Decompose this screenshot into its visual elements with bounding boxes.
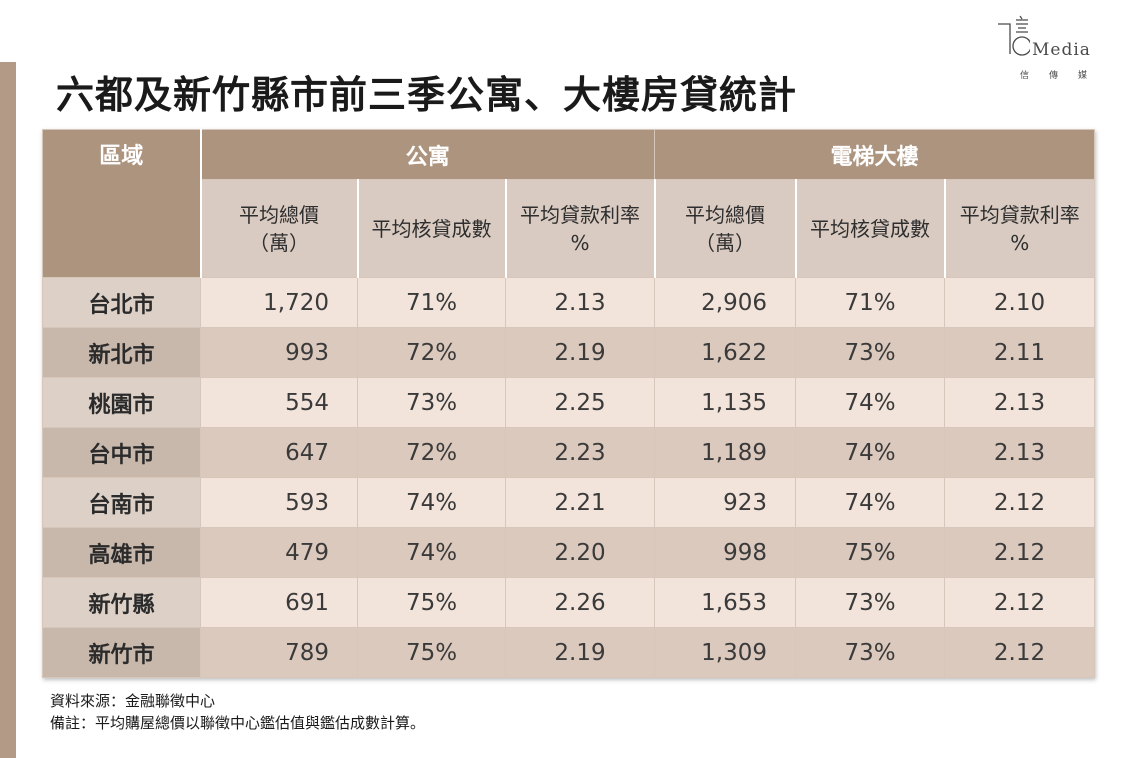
column-header-line: 平均貸款利率: [520, 202, 640, 227]
value-cell: 2.11: [944, 327, 1095, 378]
value-cell: 2.19: [505, 627, 655, 678]
column-header: 平均貸款利率%: [504, 179, 655, 278]
table-body: 台北市 1,720 71% 2.13 2,906 71% 2.10 新北市 993 72% 2.19…: [42, 277, 1095, 678]
source-note: 資料來源：金融聯徵中心: [50, 692, 216, 710]
value-cell: 2.13: [944, 427, 1095, 478]
table-row: 新竹市 789 75% 2.19 1,309 73% 2.12: [42, 627, 1095, 678]
column-header-line: （萬）: [695, 230, 755, 255]
value-cell: 593: [200, 477, 358, 528]
value-cell: 998: [654, 527, 796, 578]
column-header-line: 平均核貸成數: [371, 216, 492, 241]
group-header-elevator-building: 電梯大樓: [654, 129, 1095, 180]
value-cell: 73%: [795, 577, 945, 628]
value-cell: 2.21: [505, 477, 655, 528]
value-cell: 2.19: [505, 327, 655, 378]
value-cell: 479: [200, 527, 358, 578]
value-cell: 75%: [357, 627, 506, 678]
value-cell: 73%: [357, 377, 506, 428]
value-cell: 1,653: [654, 577, 796, 628]
value-cell: 2.12: [944, 577, 1095, 628]
value-cell: 2.12: [944, 477, 1095, 528]
value-cell: 74%: [795, 477, 945, 528]
column-header: 平均核貸成數: [794, 179, 945, 278]
value-cell: 2,906: [654, 277, 796, 328]
logo-word: Media: [1032, 40, 1091, 60]
value-cell: 74%: [357, 477, 506, 528]
side-accent-bar: [0, 62, 16, 758]
page-title: 六都及新竹縣市前三季公寓、大樓房貸統計: [56, 73, 798, 117]
value-cell: 1,189: [654, 427, 796, 478]
column-header-line: %: [1010, 230, 1030, 255]
value-cell: 993: [200, 327, 358, 378]
table-row: 新北市 993 72% 2.19 1,622 73% 2.11: [42, 327, 1095, 378]
column-header-line: %: [570, 230, 590, 255]
value-cell: 73%: [795, 327, 945, 378]
column-header: 平均核貸成數: [356, 179, 506, 278]
logo-mark-icon: [998, 15, 1030, 56]
column-header-line: 平均貸款利率: [959, 202, 1080, 227]
value-cell: 647: [200, 427, 358, 478]
region-header: 區域: [42, 129, 201, 278]
value-cell: 75%: [357, 577, 506, 628]
value-cell: 2.26: [505, 577, 655, 628]
value-cell: 2.13: [505, 277, 655, 328]
value-cell: 1,622: [654, 327, 796, 378]
table-row: 新竹縣 691 75% 2.26 1,653 73% 2.12: [42, 577, 1095, 628]
value-cell: 2.20: [505, 527, 655, 578]
value-cell: 74%: [795, 427, 945, 478]
value-cell: 923: [654, 477, 796, 528]
region-cell: 台南市: [42, 477, 201, 528]
column-header-line: （萬）: [249, 230, 309, 255]
table-row: 高雄市 479 74% 2.20 998 75% 2.12: [42, 527, 1095, 578]
value-cell: 554: [200, 377, 358, 428]
column-header: 平均貸款利率%: [943, 179, 1095, 278]
media-logo: Media 信傳媒: [996, 12, 1116, 88]
column-header: 平均總價 （萬）: [199, 179, 358, 278]
column-header-line: 平均核貸成數: [810, 216, 930, 241]
region-cell: 台北市: [42, 277, 201, 328]
value-cell: 74%: [357, 527, 506, 578]
value-cell: 2.13: [944, 377, 1095, 428]
region-cell: 新北市: [42, 327, 201, 378]
column-header-line: 平均總價: [685, 202, 765, 227]
value-cell: 2.25: [505, 377, 655, 428]
value-cell: 1,720: [200, 277, 358, 328]
region-cell: 新竹縣: [42, 577, 201, 628]
value-cell: 74%: [795, 377, 945, 428]
value-cell: 691: [200, 577, 358, 628]
value-cell: 2.23: [505, 427, 655, 478]
table-row: 台北市 1,720 71% 2.13 2,906 71% 2.10: [42, 277, 1095, 328]
value-cell: 75%: [795, 527, 945, 578]
region-cell: 台中市: [42, 427, 201, 478]
value-cell: 73%: [795, 627, 945, 678]
region-cell: 高雄市: [42, 527, 201, 578]
region-cell: 新竹市: [42, 627, 201, 678]
group-header-apartment: 公寓: [199, 129, 655, 180]
table-row: 台南市 593 74% 2.21 923 74% 2.12: [42, 477, 1095, 528]
value-cell: 1,135: [654, 377, 796, 428]
logo-subtitle: 信傳媒: [1020, 71, 1108, 81]
value-cell: 71%: [357, 277, 506, 328]
footnotes: 資料來源：金融聯徵中心 備註：平均購屋總價以聯徵中心鑑估值與鑑估成數計算。: [50, 690, 425, 734]
value-cell: 2.12: [944, 527, 1095, 578]
table-row: 桃園市 554 73% 2.25 1,135 74% 2.13: [42, 377, 1095, 428]
value-cell: 2.12: [944, 627, 1095, 678]
column-header-line: 平均總價: [239, 202, 319, 227]
value-cell: 2.10: [944, 277, 1095, 328]
region-cell: 桃園市: [42, 377, 201, 428]
value-cell: 789: [200, 627, 358, 678]
mortgage-stats-table: 區域 公寓 電梯大樓 平均總價 （萬） 平均核貸成數 平均貸款利率% 平均總價 （萬） 平均…: [42, 129, 1095, 678]
value-cell: 72%: [357, 427, 506, 478]
column-header: 平均總價 （萬）: [653, 179, 796, 278]
value-cell: 72%: [357, 327, 506, 378]
value-cell: 1,309: [654, 627, 796, 678]
subheader-row: 平均總價 （萬） 平均核貸成數 平均貸款利率% 平均總價 （萬） 平均核貸成數 平均貸款利率%: [43, 179, 1095, 278]
value-cell: 71%: [795, 277, 945, 328]
remark-note: 備註：平均購屋總價以聯徵中心鑑估值與鑑估成數計算。: [50, 714, 426, 732]
table-row: 台中市 647 72% 2.23 1,189 74% 2.13: [42, 427, 1095, 478]
